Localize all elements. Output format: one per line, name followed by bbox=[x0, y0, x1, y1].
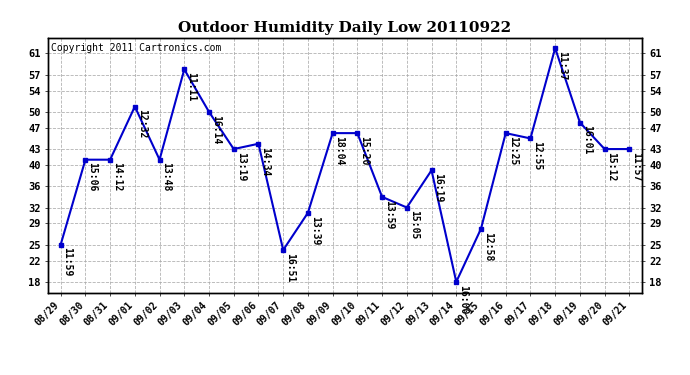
Text: 13:48: 13:48 bbox=[161, 162, 172, 192]
Text: 15:06: 15:06 bbox=[88, 162, 97, 192]
Text: 12:32: 12:32 bbox=[137, 110, 147, 139]
Text: 11:11: 11:11 bbox=[186, 72, 196, 102]
Text: 11:37: 11:37 bbox=[557, 51, 567, 80]
Text: 12:55: 12:55 bbox=[533, 141, 542, 171]
Text: 15:05: 15:05 bbox=[408, 210, 419, 240]
Text: 13:39: 13:39 bbox=[310, 216, 320, 245]
Text: 16:19: 16:19 bbox=[433, 173, 444, 202]
Text: 12:58: 12:58 bbox=[483, 231, 493, 261]
Text: 15:20: 15:20 bbox=[359, 136, 369, 165]
Text: 11:57: 11:57 bbox=[631, 152, 641, 181]
Text: 12:25: 12:25 bbox=[508, 136, 518, 165]
Text: 11:59: 11:59 bbox=[63, 248, 72, 277]
Text: 16:01: 16:01 bbox=[582, 125, 592, 154]
Text: 14:12: 14:12 bbox=[112, 162, 122, 192]
Text: 16:00: 16:00 bbox=[458, 285, 469, 314]
Text: Copyright 2011 Cartronics.com: Copyright 2011 Cartronics.com bbox=[51, 43, 221, 52]
Text: 16:14: 16:14 bbox=[211, 115, 221, 144]
Text: 14:34: 14:34 bbox=[260, 147, 270, 176]
Text: 16:51: 16:51 bbox=[285, 253, 295, 282]
Text: 15:12: 15:12 bbox=[607, 152, 617, 181]
Text: 13:59: 13:59 bbox=[384, 200, 394, 229]
Text: 18:04: 18:04 bbox=[335, 136, 344, 165]
Text: 13:19: 13:19 bbox=[236, 152, 246, 181]
Title: Outdoor Humidity Daily Low 20110922: Outdoor Humidity Daily Low 20110922 bbox=[179, 21, 511, 35]
